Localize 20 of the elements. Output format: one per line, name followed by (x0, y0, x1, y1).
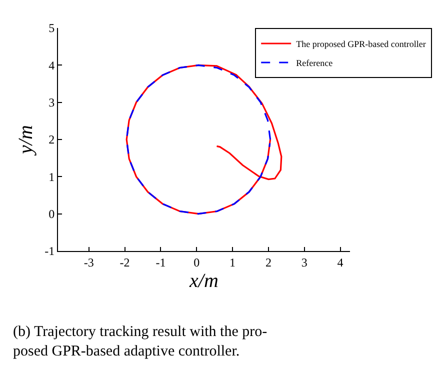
x-tick-label: 2 (265, 255, 272, 270)
x-tick-label: 3 (301, 255, 308, 270)
x-tick-label: 1 (230, 255, 236, 270)
y-axis-title: y/m (15, 125, 38, 156)
y-tick-label: 3 (48, 96, 55, 110)
x-tick-label: -2 (120, 255, 130, 270)
x-tick-label: -1 (156, 255, 166, 270)
y-tick-label: 5 (48, 21, 55, 36)
legend-label: The proposed GPR-based controller (296, 39, 426, 50)
legend-label: Reference (296, 58, 333, 68)
y-tick-label: 2 (48, 132, 55, 147)
y-tick-label: 0 (48, 207, 55, 222)
text: (b) Trajectory tracking result with the pro- posed GPR-based adaptive controller. (13, 324, 268, 360)
x-tick-label: -3 (84, 255, 94, 270)
x-axis-title: x/m (188, 270, 218, 292)
y-tick-label: 1 (48, 170, 55, 184)
y-tick-label: 4 (48, 58, 55, 72)
x-tick-label: 4 (337, 255, 344, 270)
y-tick-label: -1 (44, 244, 55, 258)
x-tick-label: 0 (194, 255, 200, 270)
